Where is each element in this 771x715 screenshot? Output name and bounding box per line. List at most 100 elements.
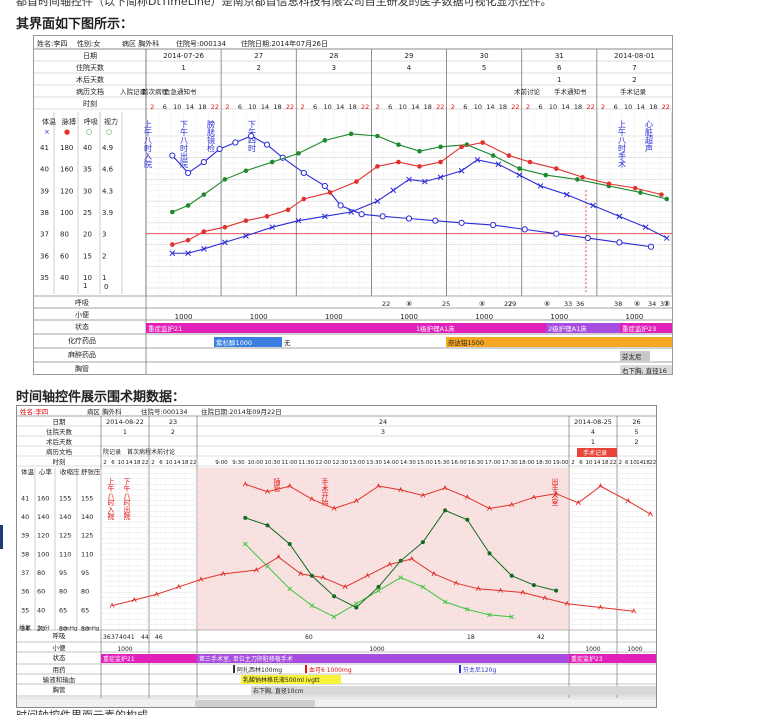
- axis-dbp-tick: 155: [81, 494, 93, 502]
- date-cell: 2014-08-25: [574, 418, 612, 426]
- hour-cell: 10: [118, 460, 125, 466]
- document-cell: 术前讨论: [514, 87, 541, 96]
- infusion-bar-label: 乳酸钠林格氏液500ml ivgtt: [243, 676, 320, 684]
- dbp-series-point: [487, 612, 492, 618]
- bottom-row-label: 胸管: [75, 364, 89, 373]
- dbp-series-point: [265, 564, 270, 569]
- detail-hour-cell: 9:30: [232, 460, 245, 466]
- axis-resp-tick: 10: [83, 274, 92, 282]
- axis-sbp-tick: 110: [59, 550, 71, 558]
- bottom-row-label: 输液和输血: [43, 675, 76, 684]
- bp-series-point: [647, 243, 655, 250]
- bottom-row-label: 用药: [53, 665, 67, 674]
- temp-series-point: [276, 554, 282, 560]
- hour-cell: 22: [436, 103, 444, 111]
- axis-temp-tick: 41: [21, 494, 29, 502]
- bp-series-point: [616, 239, 623, 246]
- page-left-marker: [0, 525, 3, 549]
- bottom-row-label: 小便: [75, 310, 89, 319]
- timeline-chart-ward[interactable]: 姓名:李四 性别:女 病区 胸外科 住院号:000134 住院日期:2014年07月26…: [33, 35, 673, 375]
- event-annotation: 膀胱镜检: [207, 119, 216, 153]
- header-ward: 病区 胸外科: [122, 39, 159, 48]
- timeline-chart-perioperative[interactable]: 姓名:李四 病区 胸外科 住院号:000134 住院日期:2014年09月22日 日期住…: [16, 405, 657, 708]
- event-annotation: 下午八时出院: [180, 120, 189, 169]
- axis-hr-tick: 120: [37, 532, 49, 540]
- axis-temp-tick: 38: [21, 550, 29, 558]
- document-cell: 手术通知书: [554, 87, 587, 96]
- status-bar-label: 2级护理A1床: [548, 324, 587, 333]
- sbp-series-point: [331, 505, 337, 511]
- hr-series-point: [554, 588, 559, 593]
- detail-hour-cell: 10:00: [247, 460, 263, 466]
- temp-series-point: [243, 233, 249, 239]
- pulse-series-point: [201, 229, 207, 234]
- axis-vision-tick: 1: [102, 274, 106, 282]
- hour-cell: 10: [248, 103, 256, 111]
- temp-series-point: [542, 595, 548, 601]
- pulse-series-point: [185, 237, 191, 243]
- axis-dbp-tick: 110: [81, 550, 93, 558]
- detail-hour-cell: 13:30: [366, 460, 382, 466]
- temp-series-point: [409, 555, 415, 562]
- axis-dbp-tick: 65: [81, 606, 89, 614]
- bottom-row-label: 呼吸: [75, 298, 89, 307]
- sbp-series-point: [265, 488, 270, 494]
- document-cell: 危急通知书: [164, 87, 197, 96]
- hr-series-point: [417, 148, 422, 154]
- hr-series-point: [185, 203, 191, 208]
- bp-series-point: [490, 221, 497, 229]
- hr-series-point: [375, 133, 380, 139]
- truncated-following-text: 时间轴控件界面元素的构成: [16, 707, 148, 715]
- detail-hour-cell: 17:00: [485, 460, 501, 466]
- status-bar-label: 重症监护23: [571, 655, 603, 663]
- hospital-day-cell: 3: [332, 64, 336, 72]
- bp-series-point: [553, 230, 560, 237]
- temp-series-point: [201, 246, 207, 252]
- hr-series-point: [638, 190, 643, 195]
- hour-cell: 14: [486, 103, 494, 111]
- event-annotation: 出手术室: [551, 477, 559, 506]
- pulse-series-point: [553, 166, 559, 171]
- detail-hour-cell: 12:30: [332, 460, 348, 466]
- resp-value: 27: [504, 300, 512, 308]
- status-bar-icu23: [620, 323, 672, 333]
- chart1-canvas: 姓名:李四 性别:女 病区 胸外科 住院号:000134 住院日期:2014年07月26…: [34, 39, 672, 374]
- hour-cell: 14: [261, 103, 269, 111]
- hour-cell: 10: [166, 460, 173, 466]
- drug-bar-label: 阿扎西林100mg: [237, 666, 282, 674]
- hour-cell: 10: [630, 460, 637, 466]
- axis-sbp-tick: 140: [59, 513, 71, 521]
- post-op-day-cell: 2: [632, 76, 636, 84]
- axis-temp-tick: 35: [40, 274, 49, 282]
- bottom-row-label: 小便: [53, 643, 67, 652]
- row-label: 病历文档: [46, 447, 72, 456]
- urine-value: 1000: [175, 313, 193, 321]
- temp-series-point: [220, 570, 226, 577]
- header-sex: 性别:女: [77, 39, 100, 48]
- pulse-series-point: [632, 185, 638, 191]
- hr-series-point: [543, 172, 549, 178]
- hour-cell: 10: [323, 103, 331, 111]
- post-op-day-cell: 1: [591, 438, 595, 446]
- resp-value: 22: [382, 300, 390, 308]
- axis-temp-tick: 37: [40, 231, 49, 239]
- resp-value: 38: [614, 300, 622, 308]
- status-bar-icu23: [569, 654, 656, 663]
- bp-series-point: [263, 141, 271, 148]
- detail-hour-cell: 18:30: [536, 460, 552, 466]
- resp-value: 37: [660, 300, 668, 308]
- axis-sbp-tick: 125: [59, 532, 71, 540]
- axis-vision-tick: 4.6: [102, 166, 114, 174]
- row-label: 时刻: [53, 457, 66, 466]
- detail-hour-cell: 17:30: [502, 460, 518, 466]
- dbp-series-point: [242, 541, 248, 547]
- sbp-series-point: [420, 492, 426, 498]
- hour-cell: 18: [349, 103, 357, 111]
- temp-series-point: [495, 161, 502, 168]
- temp-series-point: [590, 202, 596, 209]
- temp-series-point: [176, 583, 182, 590]
- axis-symbol: ●: [64, 128, 70, 136]
- axis-temp-tick: 37: [21, 569, 29, 577]
- axis-title: 脉搏: [62, 117, 76, 126]
- hr-series-point: [269, 159, 275, 165]
